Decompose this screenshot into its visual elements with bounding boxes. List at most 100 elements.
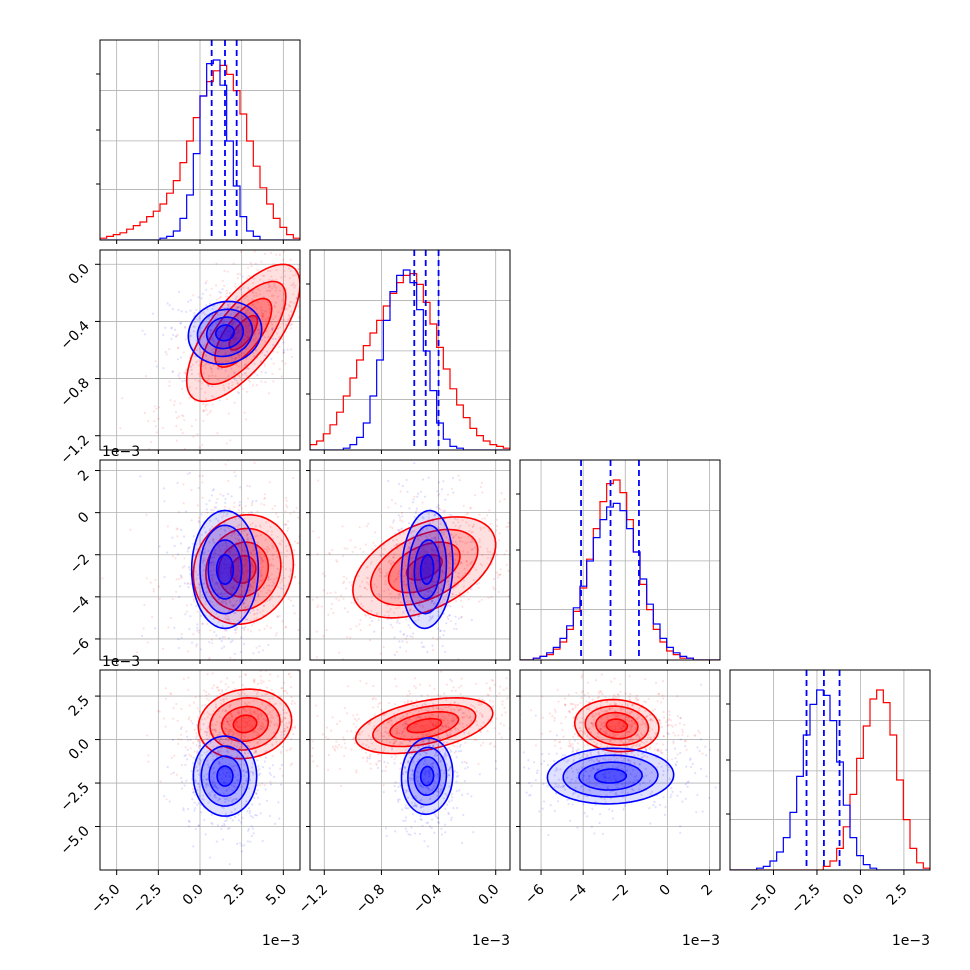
sample-point: [177, 742, 180, 746]
sample-point: [231, 381, 234, 384]
sample-point: [216, 589, 219, 592]
sample-point: [286, 319, 289, 322]
sample-point: [433, 514, 436, 517]
sample-point: [342, 231, 344, 233]
sample-point: [293, 302, 296, 305]
sample-point: [397, 572, 400, 575]
sample-point: [253, 362, 256, 365]
sample-point: [229, 601, 232, 604]
sample-point: [203, 730, 206, 733]
blue-contour: [205, 316, 245, 350]
sample-point: [261, 700, 264, 704]
sample-point: [416, 776, 420, 779]
sample-point: [230, 742, 233, 745]
blue-density: [216, 554, 234, 585]
sample-point: [279, 581, 282, 585]
sample-point: [221, 601, 224, 604]
sample-point: [451, 536, 454, 539]
sample-point: [209, 366, 212, 369]
sample-point: [512, 557, 514, 559]
sample-point: [222, 781, 225, 784]
sample-point: [269, 285, 272, 288]
sample-point: [227, 609, 230, 612]
sample-point: [291, 355, 294, 358]
sample-point: [477, 762, 480, 766]
sample-point: [281, 360, 284, 363]
sample-point: [394, 597, 397, 600]
sample-point: [247, 828, 250, 831]
sample-point: [258, 551, 261, 554]
sample-point: [193, 554, 196, 557]
sample-point: [305, 335, 307, 337]
sample-point: [405, 637, 408, 640]
sample-point: [293, 549, 296, 552]
sample-point: [196, 318, 199, 321]
sample-point: [453, 718, 456, 721]
sample-point: [478, 697, 481, 700]
sample-point: [447, 747, 451, 750]
sample-point: [239, 726, 242, 729]
sample-point: [258, 772, 262, 775]
sample-point: [217, 689, 220, 692]
sample-point: [189, 309, 192, 312]
sample-point: [358, 731, 361, 735]
sample-point: [262, 680, 265, 683]
sample-point: [255, 617, 258, 620]
sample-point: [280, 687, 283, 690]
sample-point: [187, 547, 190, 550]
sample-point: [453, 559, 456, 562]
sample-point: [218, 343, 221, 346]
sample-point: [245, 779, 248, 783]
sample-point: [338, 599, 341, 602]
sample-point: [281, 338, 284, 341]
sample-point: [292, 604, 295, 607]
sample-point: [428, 772, 431, 775]
sample-point: [269, 673, 272, 676]
sample-point: [170, 693, 173, 696]
sample-point: [277, 595, 280, 598]
sample-point: [255, 734, 258, 737]
sample-point: [409, 626, 412, 629]
sample-point: [444, 650, 447, 653]
sample-point: [345, 221, 347, 223]
sample-point: [446, 615, 449, 619]
sample-point: [423, 585, 426, 589]
sample-point: [182, 502, 185, 505]
sample-point: [221, 343, 224, 346]
sample-point: [284, 625, 287, 629]
sample-point: [399, 490, 402, 493]
sample-point: [207, 549, 210, 553]
sample-point: [261, 559, 265, 563]
sample-point: [391, 521, 395, 524]
sample-point: [467, 709, 470, 712]
sample-point: [422, 805, 425, 808]
sample-point: [283, 576, 286, 580]
sample-point: [227, 317, 230, 320]
sample-point: [193, 728, 196, 732]
sample-point: [481, 491, 484, 494]
sample-point: [192, 756, 195, 759]
sample-point: [221, 688, 224, 692]
sample-point: [244, 570, 247, 573]
sample-point: [233, 401, 236, 404]
sample-point: [446, 741, 449, 744]
sample-point: [284, 727, 287, 731]
sample-point: [173, 545, 176, 548]
sample-point: [397, 575, 400, 578]
sample-point: [418, 783, 421, 786]
sample-point: [463, 716, 466, 719]
sample-point: [285, 549, 289, 553]
sample-point: [190, 488, 193, 492]
sample-point: [224, 359, 227, 363]
sample-point: [198, 583, 201, 586]
sample-point: [270, 688, 273, 692]
sample-point: [240, 844, 243, 847]
sample-point: [269, 525, 272, 528]
sample-point: [221, 322, 224, 325]
sample-point: [206, 511, 209, 514]
sample-point: [379, 554, 382, 557]
sample-point: [445, 698, 448, 701]
sample-point: [180, 707, 183, 711]
sample-point: [384, 765, 388, 769]
sample-point: [225, 329, 228, 333]
